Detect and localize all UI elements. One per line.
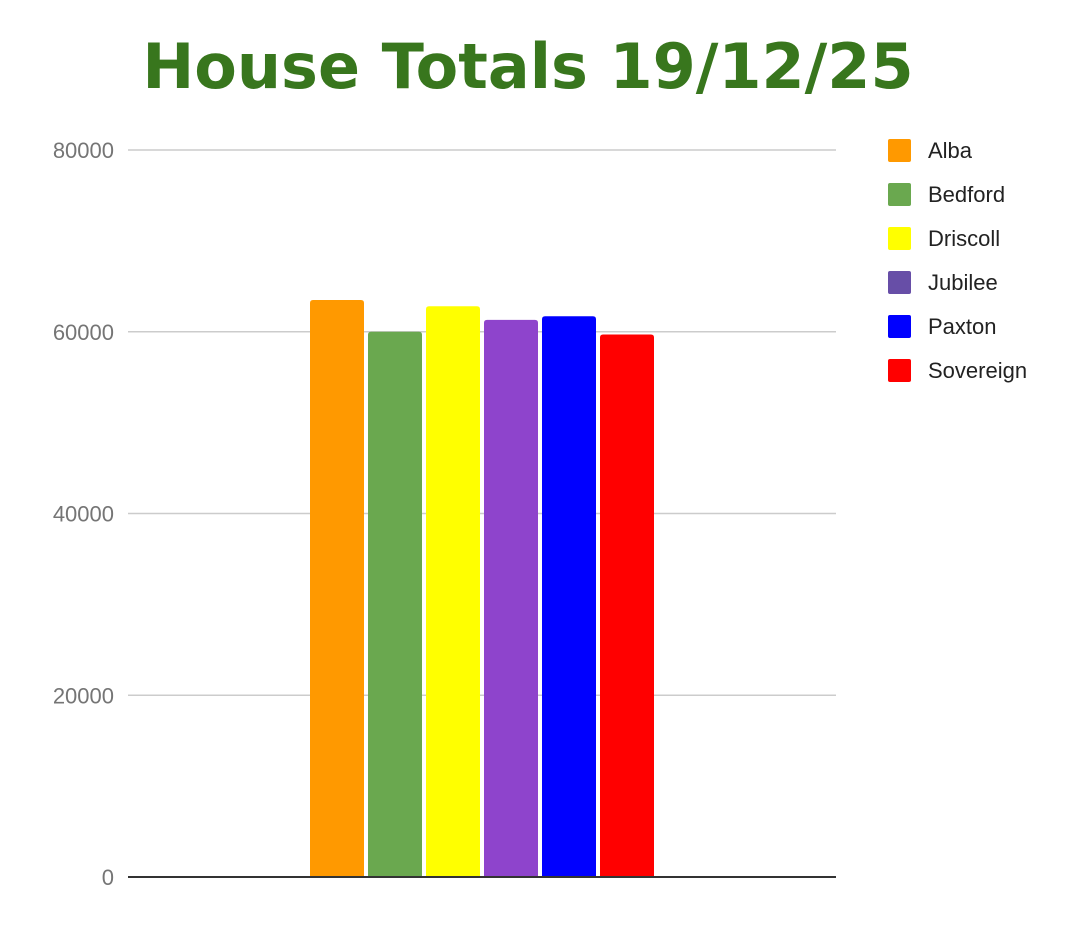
bar-alba bbox=[310, 299, 364, 878]
bar-bedford bbox=[368, 331, 422, 877]
legend-swatch-paxton bbox=[888, 315, 911, 338]
y-tick-label-0: 0 bbox=[102, 865, 114, 890]
legend-label-alba: Alba bbox=[928, 138, 973, 163]
legend-label-jubilee: Jubilee bbox=[928, 270, 998, 295]
legend-label-driscoll: Driscoll bbox=[928, 226, 1000, 251]
bar-driscoll bbox=[426, 306, 480, 877]
chart-title: House Totals 19/12/25 bbox=[142, 30, 913, 103]
y-tick-label-40000: 40000 bbox=[53, 502, 114, 527]
legend-label-paxton: Paxton bbox=[928, 314, 997, 339]
y-tick-label-80000: 80000 bbox=[53, 138, 114, 163]
y-tick-label-60000: 60000 bbox=[53, 320, 114, 345]
bar-paxton bbox=[542, 316, 596, 877]
bar-jubilee bbox=[484, 319, 538, 877]
legend-label-sovereign: Sovereign bbox=[928, 358, 1027, 383]
legend-swatch-bedford bbox=[888, 183, 911, 206]
legend-label-bedford: Bedford bbox=[928, 182, 1005, 207]
bar-sovereign bbox=[600, 334, 654, 877]
gridlines bbox=[128, 149, 836, 696]
legend-swatch-sovereign bbox=[888, 359, 911, 382]
legend-swatch-alba bbox=[888, 139, 911, 162]
legend: Alba Bedford Driscoll Jubilee Paxton Sovereig… bbox=[888, 138, 1027, 383]
bars bbox=[310, 299, 654, 878]
y-tick-label-20000: 20000 bbox=[53, 683, 114, 708]
legend-swatch-driscoll bbox=[888, 227, 911, 250]
legend-swatch-jubilee bbox=[888, 271, 911, 294]
y-axis-ticks: 0 20000 40000 60000 80000 bbox=[53, 138, 114, 890]
